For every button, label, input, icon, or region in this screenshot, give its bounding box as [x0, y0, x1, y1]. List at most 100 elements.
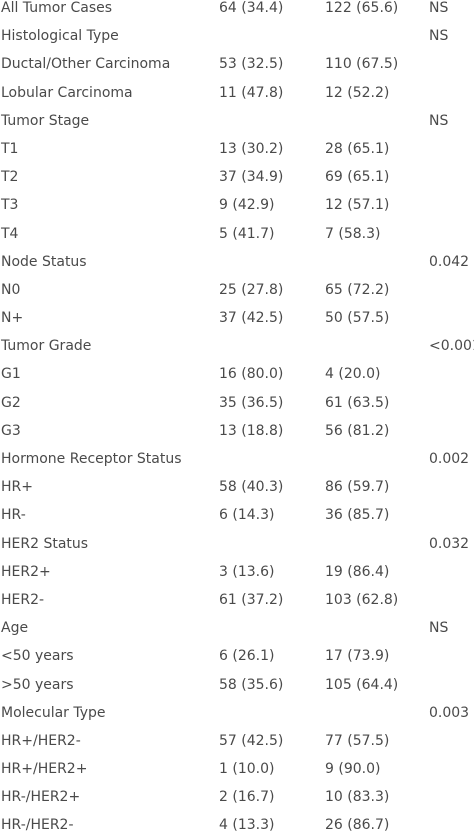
col-a-value: 6 (26.1) [219, 648, 275, 665]
table-row: T3 9 (42.9) 12 (57.1) [0, 191, 474, 219]
col-a-value: 13 (18.8) [219, 422, 284, 439]
table-row: HER2+ 3 (13.6) 19 (86.4) [0, 558, 474, 586]
table-row: HR+/HER2- 57 (42.5) 77 (57.5) [0, 727, 474, 755]
col-b-value: 50 (57.5) [325, 310, 390, 327]
row-label: Node Status [1, 253, 87, 270]
col-b-value: 86 (59.7) [325, 479, 390, 496]
row-label: Tumor Grade [1, 338, 92, 355]
row-label: All Tumor Cases [1, 0, 113, 16]
p-value: 0.002 [429, 451, 470, 467]
table-row: Node Status 0.042 [0, 248, 474, 276]
row-label: HER2- [1, 591, 45, 608]
p-value: 0.003 [429, 704, 470, 721]
row-label: T2 [1, 169, 19, 186]
table-row: G1 16 (80.0) 4 (20.0) [0, 360, 474, 388]
table-row: N0 25 (27.8) 65 (72.2) [0, 276, 474, 304]
col-b-value: 26 (86.7) [325, 817, 390, 834]
p-value: NS [429, 0, 449, 16]
col-b-value: 17 (73.9) [325, 648, 390, 665]
row-label: HR-/HER2- [1, 817, 74, 834]
col-b-value: 61 (63.5) [325, 394, 390, 411]
table-row: Hormone Receptor Status 0.002 [0, 445, 474, 473]
row-label: Ductal/Other Carcinoma [1, 56, 171, 73]
row-label: Hormone Receptor Status [1, 451, 182, 467]
row-label: Lobular Carcinoma [1, 84, 133, 101]
row-label: G1 [1, 366, 21, 383]
table-row: HR+/HER2+ 1 (10.0) 9 (90.0) [0, 755, 474, 783]
table-row: HR-/HER2+ 2 (16.7) 10 (83.3) [0, 783, 474, 811]
row-label: HR- [1, 507, 26, 524]
row-label: T3 [1, 197, 19, 214]
row-label: T1 [1, 140, 19, 157]
p-value: NS [429, 28, 449, 45]
col-b-value: 19 (86.4) [325, 563, 390, 580]
col-b-value: 69 (65.1) [325, 169, 390, 186]
col-a-value: 9 (42.9) [219, 197, 275, 214]
table-row: Lobular Carcinoma 11 (47.8) 12 (52.2) [0, 79, 474, 107]
p-value: 0.032 [429, 535, 470, 552]
col-a-value: 61 (37.2) [219, 591, 284, 608]
row-label: N+ [1, 310, 24, 327]
table-row: T4 5 (41.7) 7 (58.3) [0, 220, 474, 248]
table-row: Molecular Type 0.003 [0, 699, 474, 727]
row-label: Molecular Type [1, 704, 106, 721]
row-label: G3 [1, 422, 21, 439]
table-row: Tumor Grade <0.001 [0, 332, 474, 360]
p-value: <0.001 [429, 338, 474, 355]
table-row: Ductal/Other Carcinoma 53 (32.5) 110 (67… [0, 50, 474, 78]
table-row: Tumor Stage NS [0, 107, 474, 135]
table-row: G2 35 (36.5) 61 (63.5) [0, 389, 474, 417]
col-a-value: 53 (32.5) [219, 56, 284, 73]
table-row: Age NS [0, 614, 474, 642]
table-row: Histological Type NS [0, 22, 474, 50]
col-b-value: 110 (67.5) [325, 56, 399, 73]
col-a-value: 58 (40.3) [219, 479, 284, 496]
col-a-value: 13 (30.2) [219, 140, 284, 157]
col-a-value: 16 (80.0) [219, 366, 284, 383]
row-label: G2 [1, 394, 21, 411]
col-b-value: 7 (58.3) [325, 225, 381, 242]
col-a-value: 1 (10.0) [219, 761, 275, 778]
table-row: >50 years 58 (35.6) 105 (64.4) [0, 671, 474, 699]
table-row: HR-/HER2- 4 (13.3) 26 (86.7) [0, 811, 474, 839]
row-label: HR-/HER2+ [1, 789, 81, 806]
col-a-value: 6 (14.3) [219, 507, 275, 524]
col-b-value: 77 (57.5) [325, 732, 390, 749]
p-value: NS [429, 112, 449, 129]
p-value: NS [429, 620, 449, 637]
col-a-value: 2 (16.7) [219, 789, 275, 806]
col-b-value: 56 (81.2) [325, 422, 390, 439]
table-row: All Tumor Cases 64 (34.4) 122 (65.6) NS [0, 0, 474, 22]
table-row: N+ 37 (42.5) 50 (57.5) [0, 304, 474, 332]
col-a-value: 58 (35.6) [219, 676, 284, 693]
table-row: HR+ 58 (40.3) 86 (59.7) [0, 473, 474, 501]
row-label: Tumor Stage [1, 112, 90, 129]
col-b-value: 4 (20.0) [325, 366, 381, 383]
row-label: >50 years [1, 676, 74, 693]
col-b-value: 12 (57.1) [325, 197, 390, 214]
col-a-value: 25 (27.8) [219, 281, 284, 298]
col-a-value: 5 (41.7) [219, 225, 275, 242]
row-label: HR+/HER2- [1, 732, 81, 749]
row-label: HER2 Status [1, 535, 89, 552]
col-b-value: 9 (90.0) [325, 761, 381, 778]
col-b-value: 105 (64.4) [325, 676, 399, 693]
row-label: T4 [1, 225, 19, 242]
col-a-value: 4 (13.3) [219, 817, 275, 834]
row-label: HER2+ [1, 563, 51, 580]
col-b-value: 103 (62.8) [325, 591, 399, 608]
col-b-value: 10 (83.3) [325, 789, 390, 806]
col-b-value: 65 (72.2) [325, 281, 390, 298]
col-a-value: 37 (34.9) [219, 169, 284, 186]
col-a-value: 11 (47.8) [219, 84, 284, 101]
row-label: <50 years [1, 648, 74, 665]
col-b-value: 122 (65.6) [325, 0, 399, 16]
table-row: T1 13 (30.2) 28 (65.1) [0, 135, 474, 163]
table-row: HER2 Status 0.032 [0, 530, 474, 558]
col-b-value: 28 (65.1) [325, 140, 390, 157]
col-a-value: 57 (42.5) [219, 732, 284, 749]
col-b-value: 12 (52.2) [325, 84, 390, 101]
row-label: Age [1, 620, 29, 637]
p-value: 0.042 [429, 253, 470, 270]
